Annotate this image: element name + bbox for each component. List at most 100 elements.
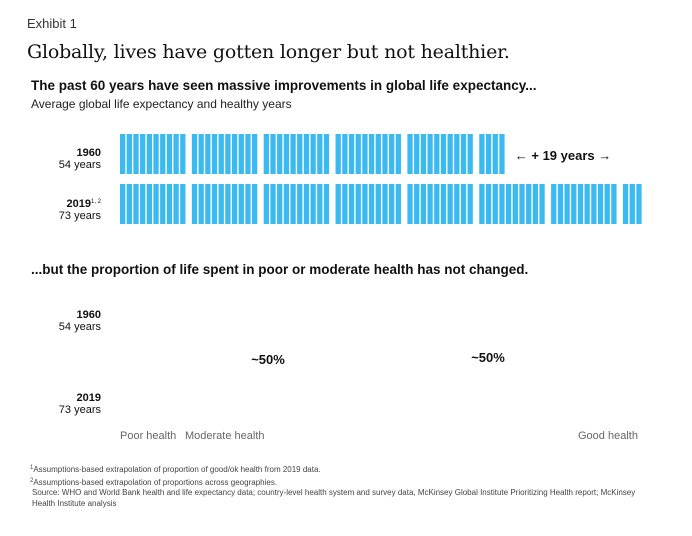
- year-bar: [153, 134, 159, 174]
- chart1-title: The past 60 years have seen massive impr…: [31, 78, 537, 93]
- year-bar: [146, 184, 153, 224]
- year-bar: [191, 134, 198, 174]
- chart2-row-1960-label: 1960 54 years: [31, 309, 101, 333]
- year-bar: [283, 134, 290, 174]
- year-bar: [460, 184, 467, 224]
- year-bar: [389, 134, 395, 174]
- year-bar: [447, 134, 453, 174]
- row-years: 54 years: [58, 321, 101, 333]
- year-bar: [611, 184, 617, 224]
- share-label-poor-moderate: ~50%: [251, 352, 285, 367]
- chart1-row-1960-label: 1960 54 years: [31, 147, 101, 171]
- year-bar: [342, 134, 348, 174]
- legend-poor-health: Poor health: [120, 430, 177, 442]
- year-bar: [368, 134, 375, 174]
- year-bar: [427, 184, 433, 224]
- row-year: 2019: [76, 392, 101, 404]
- increase-annotation: ← + 19 years →: [515, 148, 611, 163]
- year-bar: [499, 134, 505, 174]
- year-bar: [283, 184, 290, 224]
- row-year: 20191, 2: [66, 198, 102, 210]
- year-bar: [427, 134, 433, 174]
- year-bar: [245, 184, 251, 224]
- year-bar: [211, 184, 218, 224]
- year-bar: [245, 134, 251, 174]
- year-bar: [140, 184, 146, 224]
- year-bar: [225, 184, 231, 224]
- year-bar: [211, 134, 218, 174]
- year-bar: [485, 184, 492, 224]
- chart1-bars: [120, 134, 642, 224]
- year-bar: [133, 134, 139, 174]
- row-year: 1960: [76, 147, 101, 159]
- chart2-row-2019-label: 2019 73 years: [31, 392, 101, 416]
- year-bar: [389, 184, 395, 224]
- year-bar: [126, 134, 132, 174]
- year-bar: [604, 184, 610, 224]
- year-bar: [348, 184, 355, 224]
- year-bar: [198, 184, 204, 224]
- year-bar: [479, 134, 485, 174]
- year-bar: [166, 134, 173, 174]
- year-bar: [375, 184, 381, 224]
- year-bar: [297, 134, 303, 174]
- year-bar: [362, 134, 368, 174]
- legend-good-health: Good health: [578, 430, 638, 442]
- year-bar: [120, 134, 126, 174]
- year-bar: [231, 134, 238, 174]
- row-years: 73 years: [58, 404, 101, 416]
- year-bar: [303, 134, 310, 174]
- year-bar: [368, 184, 375, 224]
- year-bar: [395, 134, 401, 174]
- year-bar: [160, 184, 166, 224]
- year-bar: [225, 134, 231, 174]
- year-bar: [382, 184, 388, 224]
- year-bar: [231, 184, 238, 224]
- year-bar: [512, 184, 518, 224]
- year-bar: [479, 184, 485, 224]
- year-bar: [303, 184, 310, 224]
- year-bar: [485, 134, 492, 174]
- year-bar: [263, 134, 269, 174]
- year-bar: [133, 184, 139, 224]
- year-bar: [526, 184, 532, 224]
- year-bar: [636, 184, 642, 224]
- year-bar: [173, 134, 179, 174]
- year-bar: [407, 184, 413, 224]
- year-bar: [420, 184, 427, 224]
- year-bar: [375, 134, 381, 174]
- year-bar: [263, 184, 269, 224]
- year-bar: [447, 184, 453, 224]
- year-bar: [342, 184, 348, 224]
- year-bar: [571, 184, 577, 224]
- year-bar: [551, 184, 557, 224]
- headline: Globally, lives have gotten longer but n…: [27, 41, 510, 63]
- year-bar: [492, 184, 498, 224]
- year-bar: [407, 134, 413, 174]
- share-label-good: ~50%: [471, 350, 505, 365]
- row-years: 54 years: [58, 159, 101, 171]
- year-bar: [205, 134, 211, 174]
- source-note: Source: WHO and World Bank health and li…: [32, 488, 636, 508]
- year-bar: [198, 134, 204, 174]
- year-bar: [126, 184, 132, 224]
- year-bar: [218, 134, 224, 174]
- year-bar: [557, 184, 564, 224]
- year-bar: [505, 184, 512, 224]
- row-year: 1960: [76, 309, 101, 321]
- chart1-row-2019-label: 20191, 2 73 years: [31, 196, 101, 222]
- year-bar: [252, 134, 258, 174]
- year-bar: [310, 134, 316, 174]
- year-bar: [622, 184, 629, 224]
- year-bar: [317, 184, 323, 224]
- year-bar: [348, 134, 355, 174]
- year-bar: [499, 184, 505, 224]
- year-bar: [317, 134, 323, 174]
- year-bar: [146, 134, 153, 174]
- year-bar: [290, 134, 296, 174]
- year-bar: [335, 134, 341, 174]
- year-bar: [492, 134, 498, 174]
- year-bar: [564, 184, 570, 224]
- year-bar: [335, 184, 341, 224]
